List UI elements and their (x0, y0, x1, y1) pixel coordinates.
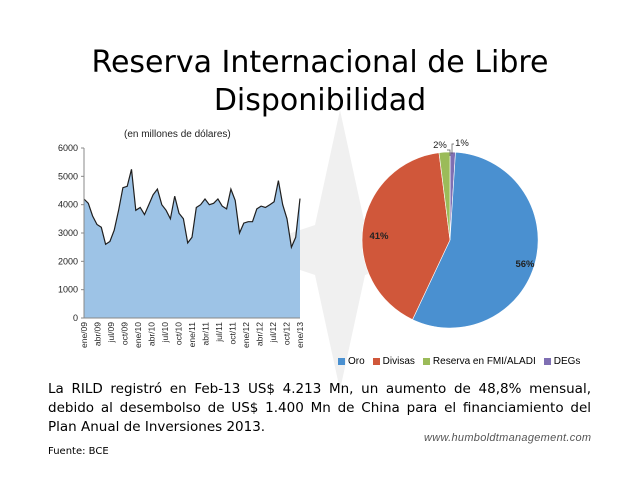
source-note: Fuente: BCE (48, 446, 109, 457)
legend-item: Divisas (372, 356, 415, 367)
legend-label: Reserva en FMI/ALADI (432, 356, 536, 367)
x-tick-label: abr/10 (147, 322, 157, 346)
x-tick-label: oct/10 (174, 322, 184, 345)
pie-leader-line (447, 149, 451, 156)
x-tick-label: abr/09 (93, 322, 103, 346)
x-tick-label: jul/10 (160, 322, 170, 344)
rild-area-chart: (en millones de dólares) 0 1000 2000 3000 400… (58, 129, 305, 348)
pie-leader-line (451, 143, 454, 154)
x-tick-label: ene/10 (133, 322, 143, 348)
x-tick-label: ene/12 (241, 322, 251, 348)
area-series-line (83, 169, 301, 250)
pie-data-label: 1% (455, 138, 469, 149)
legend-item: DEGs (543, 356, 581, 367)
x-tick-label: ene/09 (79, 322, 89, 348)
x-tick-label: ene/13 (295, 322, 305, 348)
legend-swatch (372, 358, 380, 365)
legend-swatch (422, 358, 430, 365)
legend-item: Reserva en FMI/ALADI (422, 356, 536, 367)
y-tick-label: 1000 (58, 285, 78, 295)
pie-slice-divisas (361, 152, 451, 320)
pie-slice-oro (412, 151, 539, 329)
x-tick-label: jul/09 (106, 322, 116, 344)
legend-label: DEGs (553, 356, 581, 367)
x-tick-label: abr/11 (201, 322, 211, 346)
pie-data-label: 2% (433, 140, 447, 151)
y-tick-label: 2000 (58, 256, 78, 266)
legend-label: Oro (348, 356, 365, 367)
area-series-fill (84, 169, 300, 318)
x-tick-label: oct/12 (282, 322, 292, 345)
legend-item: Oro (338, 356, 365, 367)
y-tick-label: 5000 (58, 171, 78, 181)
y-tick-label: 3000 (58, 228, 78, 238)
legend-swatch (543, 358, 551, 365)
x-tick-label: oct/11 (228, 322, 238, 345)
legend-swatch (338, 358, 345, 365)
x-tick-label: oct/09 (120, 322, 130, 345)
x-tick-label: abr/12 (255, 322, 265, 346)
y-tick-label: 0 (73, 313, 78, 323)
pie-legend: Oro Divisas Reserva en FMI/ALADI DEGs (338, 356, 580, 367)
pie-data-label: 41% (369, 231, 389, 242)
star-watermark (240, 110, 440, 390)
x-tick-label: jul/12 (268, 322, 278, 344)
slide-title: Reserva Internacional de Libre Disponibi… (91, 45, 549, 118)
y-tick-label: 4000 (58, 200, 78, 210)
y-tick-label: 6000 (58, 143, 78, 153)
x-tick-label: ene/11 (187, 322, 197, 348)
website-credit: www.humboldtmanagement.com (424, 432, 592, 444)
pie-data-label: 56% (515, 259, 535, 270)
reserve-composition-pie-chart: 56% 41% 2% 1% (361, 138, 539, 329)
legend-label: Divisas (382, 356, 415, 367)
description-paragraph: La RILD registró en Feb-13 US$ 4.213 Mn,… (48, 381, 591, 435)
area-chart-subtitle: (en millones de dólares) (124, 129, 231, 140)
x-tick-label: jul/11 (214, 322, 224, 343)
